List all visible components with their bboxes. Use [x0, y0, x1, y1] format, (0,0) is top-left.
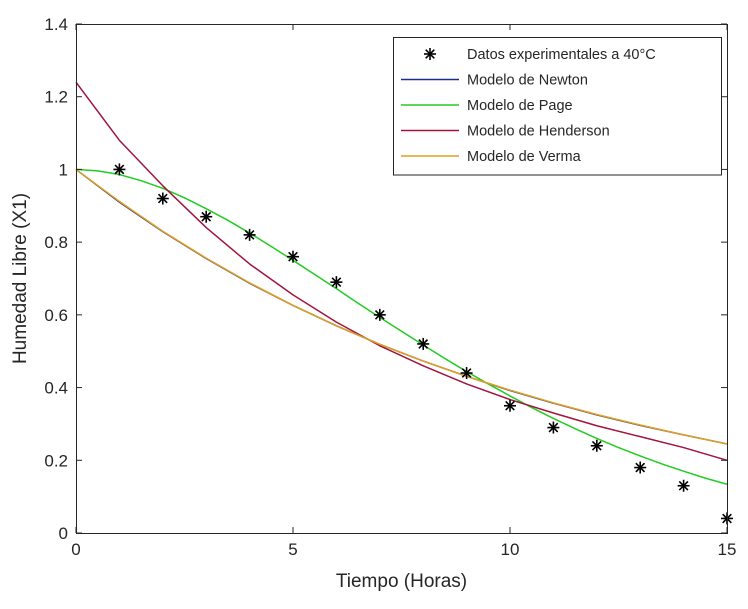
- x-axis-title: Tiempo (Horas): [336, 571, 467, 592]
- data-point-marker: [330, 276, 343, 289]
- data-point-marker: [547, 421, 560, 434]
- legend-marker-0: [424, 48, 436, 60]
- data-point-marker: [504, 399, 516, 412]
- legend-label-0: Datos experimentales a 40°C: [467, 47, 656, 63]
- y-tick-label: 1: [59, 160, 68, 179]
- series-line-4: [75, 168, 728, 445]
- data-point-marker: [417, 337, 430, 350]
- legend-label-4: Modelo de Verma: [467, 149, 582, 165]
- y-tick-label: 1.2: [44, 88, 68, 107]
- legend-box: [393, 37, 722, 176]
- legend-label-1: Modelo de Newton: [467, 73, 588, 89]
- legend: Datos experimentales a 40°C Modelo de New…: [393, 37, 722, 176]
- data-point-marker: [634, 461, 647, 474]
- legend-label-2: Modelo de Page: [467, 98, 573, 114]
- y-tick-label: 0.2: [44, 451, 68, 470]
- data-point-marker: [156, 192, 169, 205]
- data-point-marker: [677, 479, 690, 492]
- x-tick-label: 0: [71, 540, 80, 559]
- data-point-marker: [113, 163, 126, 176]
- y-tick-label: 0.6: [44, 306, 68, 325]
- y-tick-label: 0.8: [44, 233, 68, 252]
- legend-label-3: Modelo de Henderson: [467, 124, 610, 140]
- series-layer: [75, 81, 733, 525]
- x-tick-label: 5: [288, 540, 297, 559]
- y-axis-title: Humedad Libre (X1): [10, 193, 31, 364]
- data-point-marker: [287, 250, 299, 263]
- x-tick-label: 15: [718, 540, 737, 559]
- data-point-marker: [243, 228, 256, 241]
- ticks-layer: 0 5 10 15 0 0.2 0.4 0.6 0.8 1 1.2 1.4: [44, 15, 736, 559]
- y-tick-label: 1.4: [44, 15, 68, 34]
- data-point-marker: [460, 367, 473, 380]
- data-point-marker: [373, 308, 386, 321]
- y-tick-label: 0: [59, 524, 68, 543]
- series-line-2: [75, 168, 728, 486]
- data-point-marker: [590, 439, 603, 452]
- x-tick-label: 10: [501, 540, 520, 559]
- axes-box: [76, 24, 728, 534]
- data-point-marker: [200, 210, 213, 223]
- series-line-3: [75, 81, 728, 462]
- y-tick-label: 0.4: [44, 379, 68, 398]
